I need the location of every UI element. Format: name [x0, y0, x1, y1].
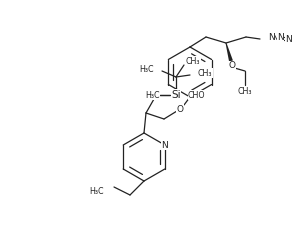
Text: N: N — [268, 34, 275, 43]
Text: O: O — [228, 61, 235, 70]
Text: CH₃: CH₃ — [238, 88, 252, 97]
Text: O: O — [153, 90, 160, 99]
Text: N: N — [277, 34, 284, 43]
Text: N: N — [272, 34, 278, 43]
Text: Si: Si — [171, 90, 181, 100]
Text: CHO: CHO — [188, 90, 206, 99]
Text: O: O — [177, 104, 184, 113]
Text: CH₃: CH₃ — [198, 68, 212, 77]
Text: H₃C: H₃C — [139, 65, 154, 74]
Text: N: N — [161, 140, 168, 149]
Text: N: N — [285, 34, 292, 43]
Text: H₃C: H₃C — [90, 187, 104, 196]
Text: CH₃: CH₃ — [186, 56, 200, 65]
Text: H₃C: H₃C — [145, 90, 159, 99]
Polygon shape — [226, 43, 233, 61]
